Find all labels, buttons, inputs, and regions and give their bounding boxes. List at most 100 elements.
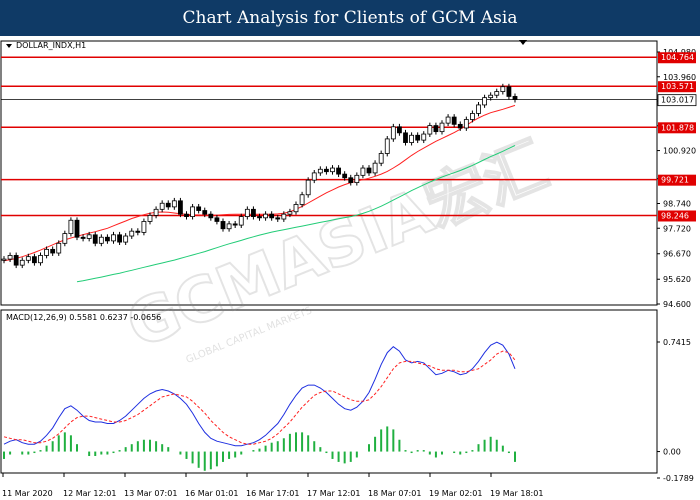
candle-body [378, 153, 384, 164]
candle-body [421, 133, 427, 141]
candle-body [226, 223, 232, 230]
candle-body [238, 216, 244, 226]
price-tick-label: 97.720 [663, 224, 691, 233]
candle-body [451, 116, 457, 125]
symbol-label: DOLLAR_INDX,H1 [16, 41, 86, 50]
candle-body [457, 123, 463, 129]
candle-body [165, 202, 171, 208]
macd-line [3, 341, 516, 447]
candle-body [25, 256, 31, 261]
x-tick-label: 13 Mar 07:01 [124, 489, 177, 498]
candle-body [500, 86, 506, 92]
candle-body [476, 104, 481, 114]
candle-body [403, 132, 408, 143]
macd-tick-label: -0.1789 [663, 474, 694, 483]
candle-body [354, 174, 360, 184]
candle-body [409, 134, 414, 143]
level-price-label: 101.878 [661, 123, 694, 132]
candle-body [74, 219, 80, 238]
candle-body [190, 206, 195, 218]
candle-body [244, 208, 250, 218]
price-tick-label: 95.620 [663, 275, 691, 284]
candle-body [184, 213, 189, 218]
current-price-label: 103.017 [661, 96, 694, 105]
candle-body [68, 219, 74, 234]
candle-body [44, 248, 49, 256]
candle-body [330, 167, 335, 173]
price-tick-label: 103.960 [663, 73, 696, 82]
candle-body [494, 91, 500, 96]
level-price-label: 99.721 [661, 176, 689, 185]
candle-body [80, 236, 86, 239]
x-tick-label: 11 Mar 2020 [2, 489, 53, 498]
macd-label: MACD(12,26,9) 0.5581 0.6237 -0.0656 [6, 313, 161, 322]
candle-body [463, 119, 469, 129]
level-tag [658, 81, 696, 93]
candle-body [488, 94, 494, 99]
dropdown-triangle-icon [6, 44, 12, 48]
candle-body [390, 126, 396, 140]
x-tick-label: 19 Mar 02:01 [429, 489, 482, 498]
candle-body [269, 213, 275, 219]
x-tick-label: 19 Mar 18:01 [490, 489, 543, 498]
candle-body [366, 167, 372, 174]
candle-body [220, 221, 226, 230]
candle-body [62, 233, 68, 244]
candle-body [257, 216, 262, 219]
x-tick-label: 17 Mar 12:01 [307, 489, 360, 498]
candle-body [105, 236, 110, 242]
candle-body [232, 223, 238, 226]
candle-body [7, 255, 13, 260]
candle-body [512, 96, 518, 100]
candle-body [153, 208, 159, 216]
price-tick-label: 100.920 [663, 147, 696, 156]
header-bar: Chart Analysis for Clients of GCM Asia [0, 0, 700, 36]
current-price-tag [657, 94, 697, 107]
candle-body [251, 208, 256, 218]
slow-ma-line [76, 145, 516, 283]
x-tick-label: 12 Mar 12:01 [63, 489, 116, 498]
candle-body [317, 168, 323, 174]
price-chart: GCMASIA宏汇 GLOBAL CAPITAL MARKETS DOLLAR_… [0, 40, 697, 498]
candle-body [98, 236, 104, 244]
candle-body [324, 168, 329, 173]
level-tag [658, 122, 696, 134]
candle-body [111, 234, 116, 242]
signal-line [3, 350, 516, 445]
price-tick-label: 96.670 [663, 250, 691, 259]
candle-body [13, 255, 19, 266]
candle-body [445, 116, 451, 124]
candle-body [384, 138, 390, 154]
level-price-label: 103.571 [661, 82, 694, 91]
x-tick-label: 18 Mar 07:01 [368, 489, 421, 498]
candle-body [171, 200, 177, 208]
main-panel-frame [0, 40, 658, 306]
candle-body [336, 167, 341, 175]
x-tick-label: 16 Mar 17:01 [246, 489, 299, 498]
candle-body [19, 259, 25, 266]
candle-body [117, 234, 122, 243]
candle-body [360, 167, 366, 176]
price-tick-label: 94.600 [663, 300, 691, 309]
candle-body [287, 211, 293, 215]
candle-body [305, 179, 311, 196]
level-price-label: 104.764 [661, 53, 694, 62]
candle-body [433, 125, 439, 133]
candle-body [275, 217, 281, 220]
candle-body [427, 125, 433, 135]
level-tag [658, 52, 696, 64]
candle-body [342, 173, 348, 179]
candle-body [293, 204, 299, 213]
candle-body [141, 221, 147, 233]
candle-body [38, 255, 43, 264]
candle-body [439, 122, 445, 133]
macd-tick-label: 0.00 [663, 448, 681, 457]
candle-body [482, 97, 487, 106]
candle-body [178, 200, 183, 215]
candle-body [299, 194, 305, 205]
candle-body [263, 213, 268, 219]
candle-body [50, 248, 56, 254]
price-tick-label: 98.740 [663, 199, 691, 208]
x-tick-label: 16 Mar 01:01 [185, 489, 238, 498]
candle-body [159, 202, 165, 210]
